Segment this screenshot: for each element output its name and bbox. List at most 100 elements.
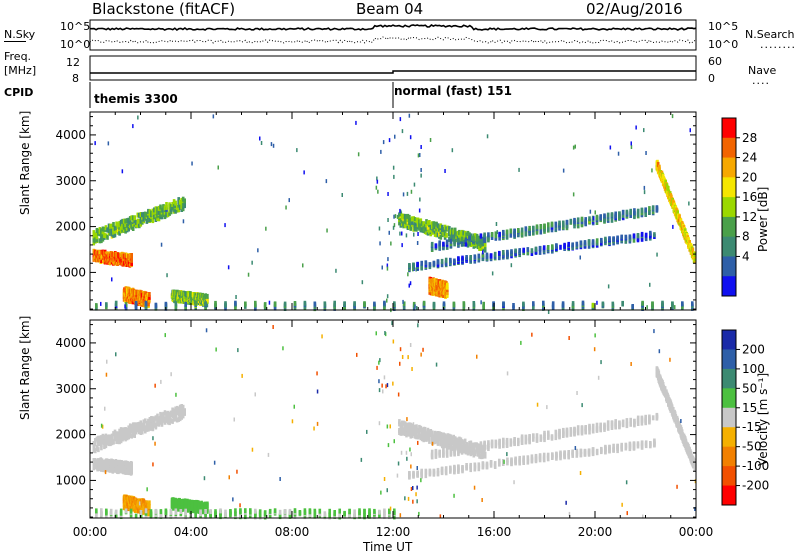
data-cell [151, 208, 155, 214]
data-cell [112, 226, 115, 232]
data-cell [133, 429, 136, 435]
data-cell [168, 207, 171, 213]
data-cell [608, 444, 611, 450]
speckle [401, 243, 403, 248]
data-cell [420, 468, 423, 474]
data-cell [465, 232, 468, 238]
data-cell [118, 436, 121, 441]
data-cell [154, 209, 158, 215]
data-cell [410, 219, 414, 225]
data-cell [141, 422, 144, 428]
data-cell [398, 428, 401, 433]
data-cell [100, 442, 103, 448]
speckle [394, 214, 397, 219]
speckle [417, 153, 420, 158]
data-cell [422, 221, 425, 227]
data-cell [147, 301, 150, 307]
speckle [160, 242, 163, 247]
speckle [341, 193, 343, 197]
data-cell [131, 215, 135, 221]
scatter-band-8 [428, 276, 449, 299]
data-cell [473, 442, 477, 448]
data-cell [412, 424, 415, 430]
data-cell [459, 437, 463, 443]
data-cell [103, 226, 106, 232]
data-cell [156, 206, 159, 212]
data-cell [110, 226, 114, 232]
speckle [251, 260, 253, 265]
data-cell [98, 227, 102, 232]
data-cell [426, 230, 430, 236]
data-cell [571, 301, 575, 307]
data-cell [451, 445, 454, 451]
data-cell [124, 427, 127, 432]
data-cell [432, 438, 435, 444]
data-cell [157, 209, 161, 215]
data-cell [453, 464, 456, 470]
data-cell [459, 231, 463, 237]
speckle [617, 151, 620, 156]
data-cell [410, 427, 414, 433]
data-cell [604, 444, 607, 450]
data-cell [398, 220, 401, 226]
data-cell [466, 238, 470, 244]
data-cell [614, 419, 617, 425]
data-cell [632, 233, 636, 239]
data-cell [481, 236, 484, 242]
data-cell [172, 416, 176, 422]
speckle [386, 266, 389, 271]
speckle [407, 272, 409, 277]
data-cell [206, 501, 209, 507]
data-cell [97, 228, 100, 234]
speckle [596, 300, 598, 305]
data-cell [418, 219, 421, 225]
data-cell [116, 222, 120, 228]
data-cell [423, 429, 427, 435]
data-cell [462, 440, 465, 446]
data-cell [151, 211, 155, 217]
data-cell [92, 441, 96, 446]
data-cell [676, 210, 679, 216]
data-cell [453, 436, 457, 442]
data-cell [119, 427, 123, 433]
data-cell [423, 227, 427, 233]
data-cell [487, 232, 490, 238]
speckle [518, 167, 520, 172]
data-cell [442, 447, 445, 453]
data-cell [463, 233, 467, 239]
data-cell [436, 467, 440, 473]
data-cell [538, 245, 542, 251]
data-cell [445, 232, 448, 238]
data-cell [273, 301, 277, 307]
speckle [272, 143, 275, 148]
data-cell [431, 221, 434, 227]
data-cell [303, 300, 307, 306]
data-cell [478, 447, 481, 453]
data-cell [551, 244, 554, 250]
status-panel [89, 19, 697, 108]
data-cell [445, 239, 449, 245]
data-cell [418, 433, 421, 439]
speckle [257, 248, 259, 253]
data-cell [110, 437, 114, 443]
scatter-band-5 [398, 211, 487, 253]
data-cell [363, 301, 366, 307]
speckle [386, 294, 389, 299]
speckle [630, 141, 632, 146]
speckle [416, 241, 419, 245]
data-cell [451, 236, 454, 242]
data-cell [418, 225, 421, 231]
data-cell [565, 223, 569, 229]
data-cell [443, 229, 447, 235]
data-cell [441, 232, 444, 238]
speckle [355, 120, 357, 125]
data-cell [393, 301, 396, 307]
data-cell [587, 243, 591, 249]
data-cell [438, 231, 441, 237]
data-cell [134, 426, 138, 432]
data-cell [438, 240, 441, 246]
data-cell [163, 419, 167, 425]
data-cell [502, 229, 505, 235]
data-cell [502, 442, 505, 448]
